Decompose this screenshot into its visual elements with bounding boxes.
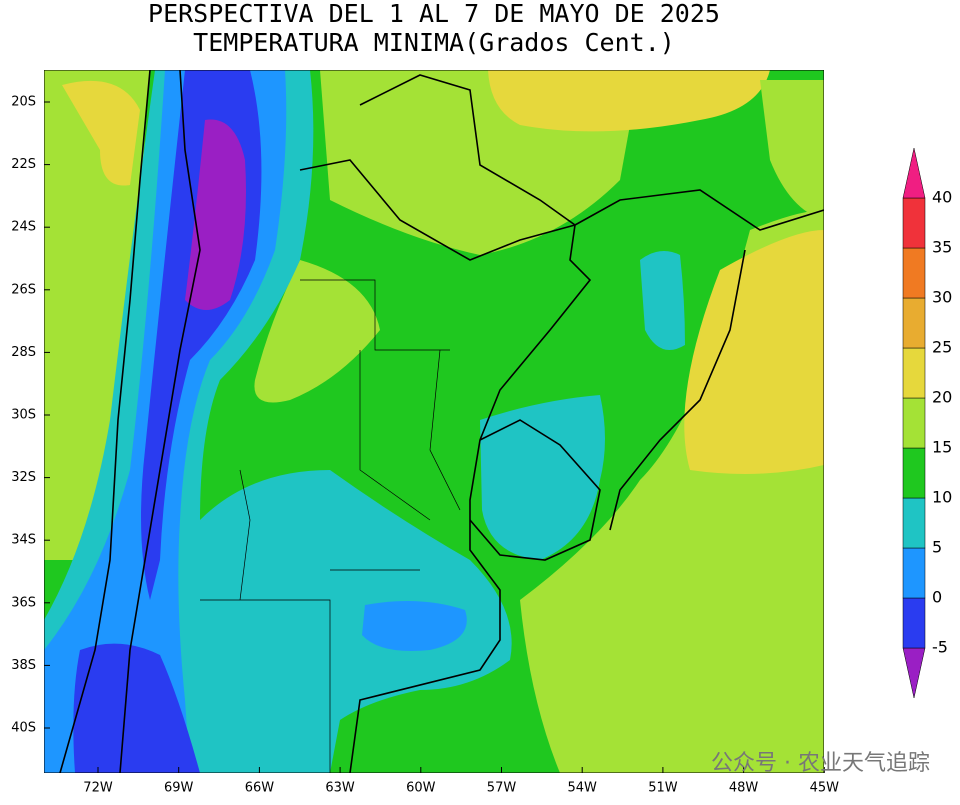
colorbar-segment (902, 497, 926, 549)
colorbar-segment (902, 347, 926, 399)
temperature-map (44, 70, 824, 773)
colorbar-segment (902, 247, 926, 299)
lat-label: 24S (11, 220, 36, 235)
lon-label: 48W (729, 781, 759, 796)
lat-label: 34S (11, 533, 36, 548)
colorbar-segment (902, 447, 926, 499)
watermark: 公众号 · 农业天气追踪 (711, 751, 930, 776)
lat-label: 22S (11, 157, 36, 172)
colorbar-label: 25 (932, 338, 952, 357)
lon-label: 60W (406, 781, 436, 796)
lat-label: 40S (11, 721, 36, 736)
colorbar-label: 20 (932, 388, 952, 407)
colorbar-label: 10 (932, 488, 952, 507)
lat-label: 36S (11, 595, 36, 610)
lat-label: 30S (11, 408, 36, 423)
lon-label: 69W (164, 781, 194, 796)
lon-label: 54W (567, 781, 597, 796)
colorbar-label: -5 (932, 638, 948, 657)
colorbar-label: 40 (932, 188, 952, 207)
colorbar-label: 5 (932, 538, 942, 557)
colorbar-label: 0 (932, 588, 942, 607)
lon-label: 63W (325, 781, 355, 796)
lat-label: 28S (11, 345, 36, 360)
colorbar-segment (902, 197, 926, 249)
lon-label: 45W (810, 781, 840, 796)
colorbar-high-triangle (902, 147, 926, 199)
colorbar-segment (902, 597, 926, 649)
lon-label: 51W (648, 781, 678, 796)
colorbar-segment (902, 397, 926, 449)
colorbar-label: 15 (932, 438, 952, 457)
title-line: TEMPERATURA MINIMA(Grados Cent.) (193, 28, 675, 57)
lat-label: 20S (11, 95, 36, 110)
lat-label: 26S (11, 282, 36, 297)
title-line: PERSPECTIVA DEL 1 AL 7 DE MAYO DE 2025 (148, 0, 720, 28)
colorbar-low-triangle (902, 647, 926, 699)
colorbar-label: 35 (932, 238, 952, 257)
colorbar-segment (902, 547, 926, 599)
colorbar-segment (902, 297, 926, 349)
lat-label: 38S (11, 658, 36, 673)
lon-label: 66W (245, 781, 275, 796)
lon-label: 57W (487, 781, 517, 796)
lon-label: 72W (83, 781, 113, 796)
colorbar-label: 30 (932, 288, 952, 307)
lat-label: 32S (11, 470, 36, 485)
